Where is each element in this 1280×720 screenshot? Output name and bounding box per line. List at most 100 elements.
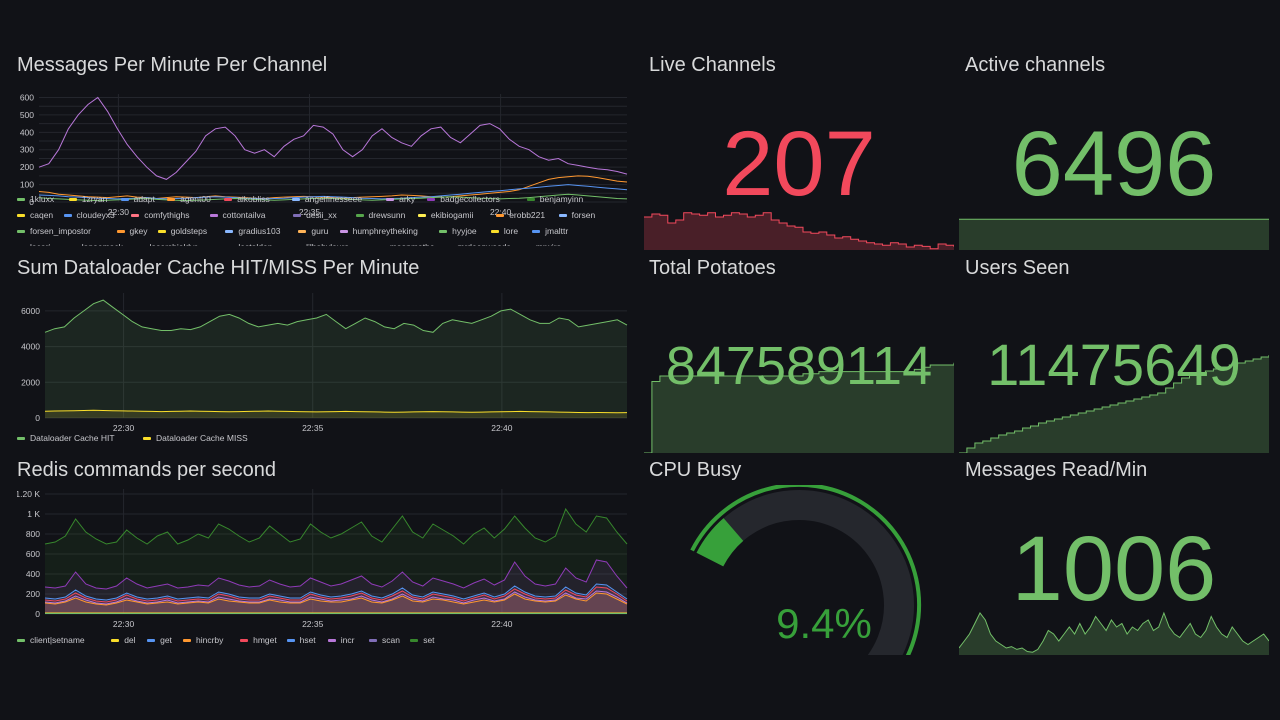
legend-label: hmget: [253, 635, 277, 645]
legend-item[interactable]: angelfinesseee: [291, 194, 363, 204]
legend-item[interactable]: del: [111, 635, 136, 645]
sparkline-line: [959, 611, 1269, 653]
panel-title[interactable]: Redis commands per second: [17, 459, 277, 481]
legend-swatch: [355, 213, 364, 217]
legend-item[interactable]: forsen: [558, 210, 595, 220]
panel-title[interactable]: Users Seen: [965, 257, 1070, 279]
y-tick-label: 600: [20, 92, 34, 102]
legend-swatch: [386, 197, 395, 201]
legend-label: humphreytheking: [352, 226, 418, 236]
panel-title[interactable]: Active channels: [965, 54, 1106, 76]
legend-item[interactable]: adapt: [120, 194, 155, 204]
legend-item[interactable]: gradius103: [225, 226, 280, 236]
legend-item[interactable]: set: [410, 635, 435, 645]
messages-per-minute-chart[interactable]: 05010015020025030035040045050055060022:3…: [17, 88, 629, 218]
x-tick-label: 22:30: [113, 619, 135, 629]
legend-item[interactable]: mrwiro: [522, 242, 561, 246]
panel-title[interactable]: Live Channels: [649, 54, 776, 76]
legend-swatch: [286, 638, 295, 642]
panel-active-channels: Active channels 6496: [959, 54, 1269, 250]
legend-item[interactable]: ekibiogamii: [417, 210, 473, 220]
panel-title[interactable]: CPU Busy: [649, 459, 742, 481]
legend-swatch: [427, 197, 436, 201]
panel-title[interactable]: Messages Read/Min: [965, 459, 1148, 481]
legend-item[interactable]: hset: [286, 635, 316, 645]
legend-item[interactable]: hmget: [240, 635, 277, 645]
legend-label: angelfinesseee: [304, 194, 363, 204]
series-area: [45, 300, 627, 418]
legend-item[interactable]: Dataloader Cache HIT: [17, 433, 115, 443]
y-tick-label: 2000: [21, 377, 40, 387]
legend-item[interactable]: cottontailva: [209, 210, 266, 220]
legend-item[interactable]: scan: [369, 635, 400, 645]
legend-label: 1zryan: [81, 194, 108, 204]
legend-item[interactable]: desii_xx: [293, 210, 337, 220]
legend-item[interactable]: cloudeyx3: [63, 210, 115, 220]
legend-item[interactable]: agent00: [167, 194, 211, 204]
total-potatoes-value: 847589114: [665, 336, 933, 396]
sparkline-area: [959, 613, 1269, 655]
legend-item[interactable]: caqen: [17, 210, 53, 220]
legend-swatch: [225, 229, 234, 233]
legend-label: aikobliss: [237, 194, 270, 204]
panel-title[interactable]: Sum Dataloader Cache HIT/MISS Per Minute: [17, 257, 420, 279]
legend-label: gkey: [129, 226, 148, 236]
redis-commands-chart[interactable]: 0 200 400 600 800 1 K 1.20 K 22:30 22:35 22:40: [17, 485, 629, 630]
legend-item[interactable]: goldsteps: [157, 226, 207, 236]
legend-item[interactable]: hincrby: [183, 635, 223, 645]
legend-item[interactable]: lanaemack: [68, 242, 123, 246]
legend-label: desii_xx: [306, 210, 337, 220]
legend-swatch: [111, 638, 120, 642]
legend-item[interactable]: 1kluxx: [17, 194, 54, 204]
legend-swatch: [293, 213, 302, 217]
legend-item[interactable]: lilbabylaura: [293, 242, 349, 246]
legend-swatch: [558, 213, 567, 217]
legend-item[interactable]: lore: [490, 226, 518, 236]
panel-title[interactable]: Messages Per Minute Per Channel: [17, 54, 328, 76]
legend-swatch: [120, 197, 129, 201]
legend-item[interactable]: benjamyinn: [526, 194, 583, 204]
legend-swatch: [532, 229, 541, 233]
legend-item[interactable]: forsen_impostor: [17, 226, 91, 236]
legend-item[interactable]: Dataloader Cache MISS: [143, 433, 248, 443]
y-tick-label: 400: [20, 127, 34, 137]
legend-item[interactable]: hyyjoe: [439, 226, 477, 236]
legend-item[interactable]: lestalden: [225, 242, 272, 246]
series-area: [45, 593, 627, 614]
legend-label: hyyjoe: [452, 226, 477, 236]
legend-item[interactable]: client|setname: [17, 635, 85, 645]
legend-item[interactable]: arky: [386, 194, 415, 204]
legend-label: lacari: [30, 242, 50, 246]
legend-swatch: [136, 245, 145, 246]
series-line: [38, 175, 628, 200]
legend-item[interactable]: guru: [298, 226, 328, 236]
panel-title[interactable]: Total Potatoes: [649, 257, 776, 279]
legend-item[interactable]: erobb221: [496, 210, 545, 220]
legend-item[interactable]: incr: [327, 635, 355, 645]
legend-item[interactable]: gkey: [116, 226, 148, 236]
legend-item[interactable]: lasershieldvr: [136, 242, 197, 246]
legend-swatch: [167, 197, 176, 201]
legend-item[interactable]: jmalttr: [532, 226, 568, 236]
dataloader-cache-chart[interactable]: 0 2000 4000 6000 22:30 22:35 22:40: [17, 289, 629, 434]
legend-swatch: [116, 229, 125, 233]
legend-label: lanaemack: [82, 242, 123, 246]
legend-item[interactable]: lacari: [17, 242, 50, 246]
series-line: [44, 299, 628, 333]
redis-commands-legend: client|setname del get hincrby hmget hset incr…: [17, 635, 629, 649]
legend-label: hset: [299, 635, 316, 645]
legend-item[interactable]: moonmathe: [376, 242, 435, 246]
legend-swatch: [327, 638, 336, 642]
legend-item[interactable]: comfythighs: [131, 210, 190, 220]
legend-item[interactable]: aikobliss: [224, 194, 270, 204]
legend-swatch: [439, 229, 448, 233]
total-potatoes-sparkline: [644, 362, 954, 453]
legend-item[interactable]: humphreytheking: [339, 226, 418, 236]
legend-item[interactable]: get: [147, 635, 172, 645]
legend-item[interactable]: mrdeepwoods: [444, 242, 511, 246]
legend-item[interactable]: drewsunn: [355, 210, 405, 220]
legend-label: Dataloader Cache MISS: [156, 433, 248, 443]
y-tick-label: 500: [20, 110, 34, 120]
legend-item[interactable]: badgecollectors: [427, 194, 500, 204]
legend-item[interactable]: 1zryan: [68, 194, 108, 204]
